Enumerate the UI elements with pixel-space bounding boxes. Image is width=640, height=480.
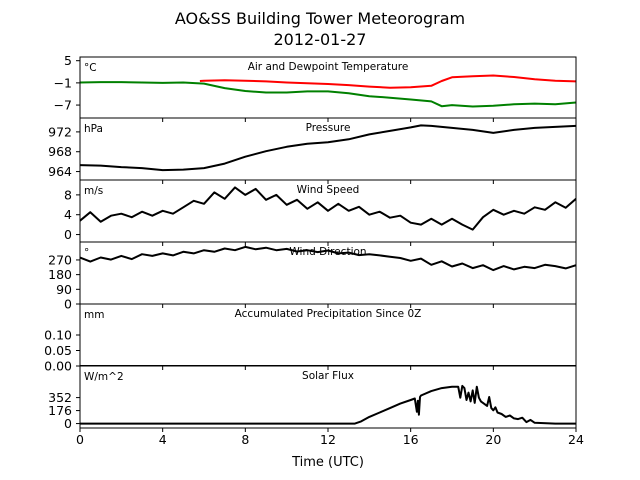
y-tick-label: 5 xyxy=(64,53,72,68)
y-tick-label: 180 xyxy=(48,267,72,282)
x-tick-label: 0 xyxy=(76,432,84,447)
y-tick-label: −1 xyxy=(54,75,72,90)
x-axis-label: Time (UTC) xyxy=(291,455,364,470)
series-line-pressure-0 xyxy=(80,124,576,172)
panel-title: Pressure xyxy=(306,122,351,134)
panel-title: Wind Speed xyxy=(297,184,360,196)
panel-wind-speed: 8 4 0 m/s Wind Speed xyxy=(64,179,577,246)
series-line-air-and-dewpoint-temperature-0 xyxy=(199,74,576,89)
y-tick-label: 270 xyxy=(48,252,72,267)
panel-air-and-dewpoint-temperature: 5 −1 −7 °C Air and Dewpoint Temperature xyxy=(54,53,577,122)
y-tick-label: 972 xyxy=(48,124,72,139)
panels: 5 −1 −7 °C Air and Dewpoint Temperature 972 96… xyxy=(44,53,577,432)
unit-label: °C xyxy=(84,62,97,74)
panel-pressure: 972 968 964 hPa Pressure xyxy=(48,117,577,184)
panel-accumulated-precipitation-since-0z: 0.100.050.00 mm Accumulated Precipitation … xyxy=(44,303,577,374)
figure-title: AO&SS Building Tower Meteorogram xyxy=(175,9,465,28)
x-tick-label: 12 xyxy=(320,432,336,447)
series-line-wind-speed-0 xyxy=(80,186,576,231)
x-tick-label: 20 xyxy=(485,432,501,447)
x-tick-label: 8 xyxy=(241,432,249,447)
figure-subtitle: 2012-01-27 xyxy=(274,30,367,49)
y-tick-label: 352 xyxy=(48,390,72,405)
series-line-air-and-dewpoint-temperature-1 xyxy=(80,81,576,108)
y-tick-label: 0.05 xyxy=(44,343,72,358)
y-tick-label: 968 xyxy=(48,144,72,159)
y-tick-label: 0.10 xyxy=(44,328,72,343)
y-tick-label: 0 xyxy=(64,227,72,242)
y-tick-label: 0 xyxy=(64,416,72,431)
y-tick-label: −7 xyxy=(54,98,72,113)
x-tick-label: 24 xyxy=(568,432,584,447)
unit-label: W/m^2 xyxy=(84,371,124,383)
unit-label: mm xyxy=(84,309,104,321)
y-tick-label: 964 xyxy=(48,164,72,179)
series-line-wind-direction-0 xyxy=(80,245,576,272)
y-tick-label: 176 xyxy=(48,403,72,418)
panel-title: Accumulated Precipitation Since 0Z xyxy=(235,308,422,320)
unit-label: hPa xyxy=(84,123,103,135)
y-tick-label: 0 xyxy=(64,297,72,312)
x-axis: 0 4 8 12 16 20 24 xyxy=(76,432,584,447)
unit-label: m/s xyxy=(84,185,103,197)
x-tick-label: 16 xyxy=(403,432,419,447)
series-line-solar-flux-0 xyxy=(80,384,576,425)
y-tick-label: 90 xyxy=(56,282,72,297)
x-tick-label: 4 xyxy=(159,432,167,447)
panel-title: Solar Flux xyxy=(302,370,354,382)
y-tick-label: 4 xyxy=(64,207,72,222)
unit-label: ° xyxy=(84,247,89,259)
panel-title: Wind Direction xyxy=(289,246,366,258)
y-tick-label: 0.00 xyxy=(44,359,72,374)
panel-title: Air and Dewpoint Temperature xyxy=(248,61,409,73)
y-tick-label: 8 xyxy=(64,187,72,202)
